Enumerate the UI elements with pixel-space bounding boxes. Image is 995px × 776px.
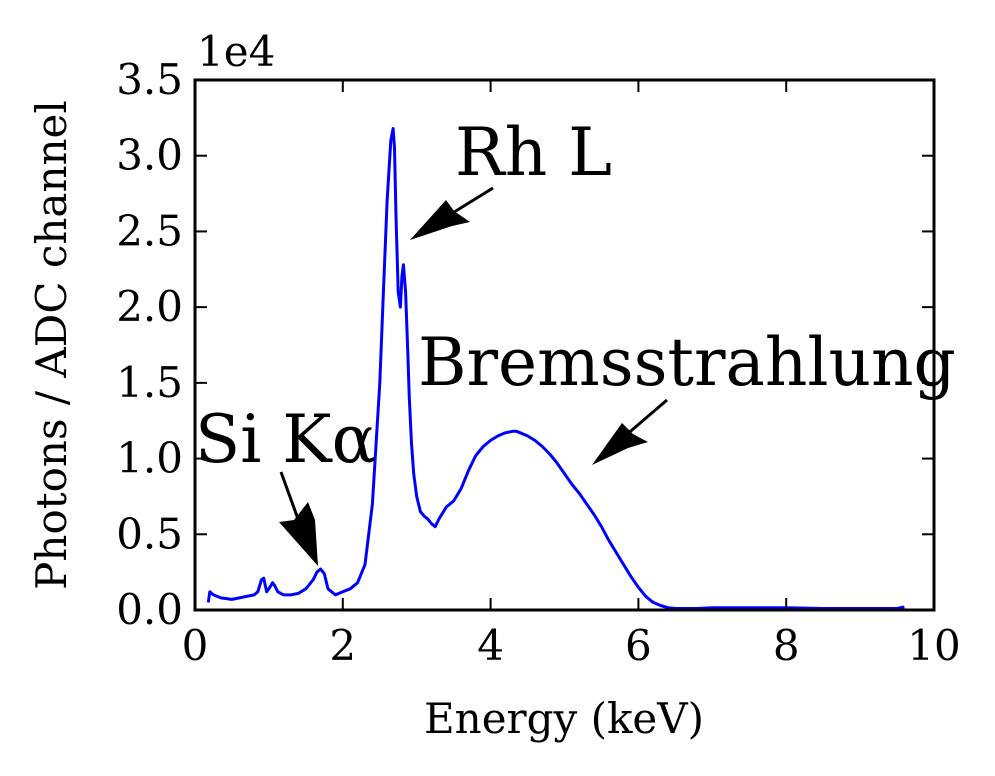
- x-tick-label: 6: [625, 621, 652, 670]
- y-tick-label: 3.5: [116, 55, 183, 104]
- y-offset-label: 1e4: [197, 27, 275, 76]
- spectrum-line: [206, 127, 905, 610]
- y-tick-label: 2.0: [116, 282, 183, 331]
- y-tick-labels: 0.0 0.5 1.0 1.5 2.0 2.5 3.0 3.5: [116, 55, 183, 634]
- annotation-rh-l: Rh L: [455, 114, 612, 191]
- arrow-bremsstrahlung: [592, 398, 668, 465]
- y-tick-label: 0.5: [116, 509, 183, 558]
- annotation-bremsstrahlung: Bremsstrahlung: [418, 324, 956, 401]
- plot-frame: [193, 78, 936, 612]
- x-tick-label: 2: [329, 621, 356, 670]
- y-tick-label: 1.0: [116, 434, 183, 483]
- y-tick-label: 1.5: [116, 358, 183, 407]
- y-tick-label: 0.0: [116, 585, 183, 634]
- annotation-si-ka: Si Kα: [195, 401, 376, 478]
- y-axis-label: Photons / ADC channel: [27, 100, 76, 590]
- arrow-rh-l: [410, 186, 494, 240]
- y-tick-label: 3.0: [116, 131, 183, 180]
- arrow-si-ka: [279, 471, 318, 566]
- x-tick-label: 0: [182, 621, 209, 670]
- x-tick-labels: 0 2 4 6 8 10: [182, 621, 961, 670]
- x-tick-label: 8: [773, 621, 800, 670]
- x-axis-label: Energy (keV): [424, 694, 704, 743]
- y-tick-label: 2.5: [116, 206, 183, 255]
- x-tick-label: 4: [477, 621, 504, 670]
- x-tick-label: 10: [907, 621, 960, 670]
